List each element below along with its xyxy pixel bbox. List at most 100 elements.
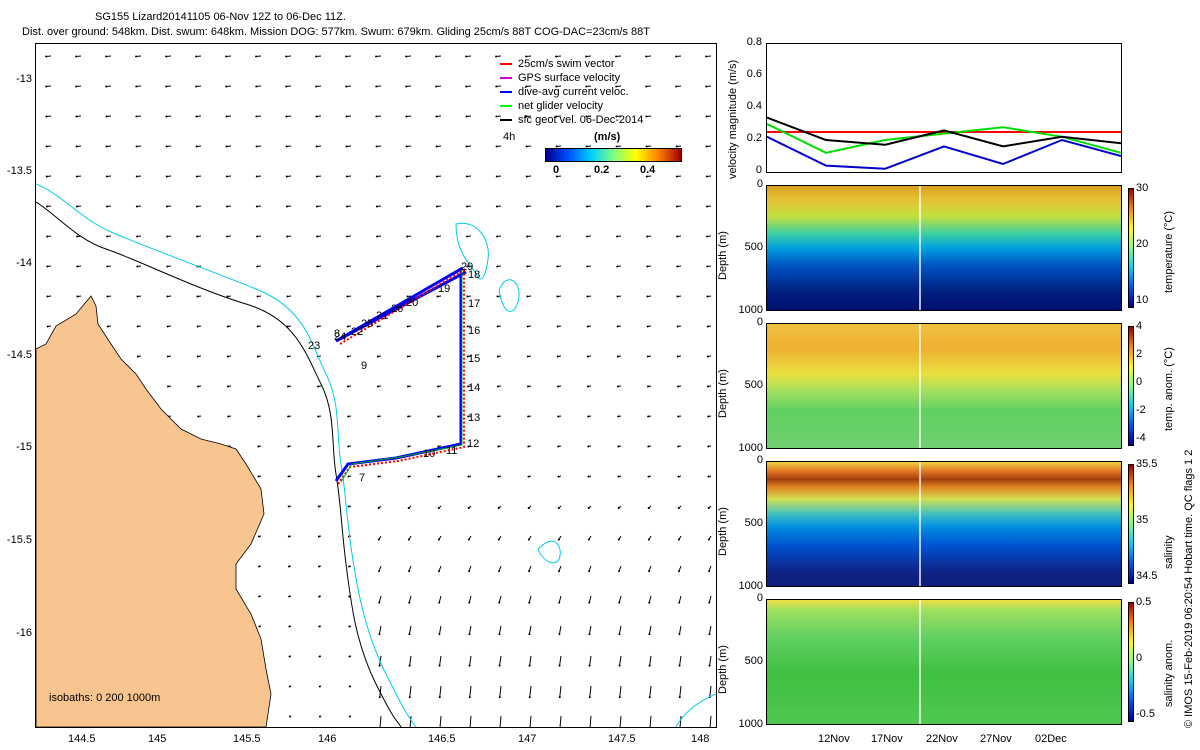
current-arrow-head [315,175,318,178]
colorbar-title: (m/s) [594,131,621,143]
current-arrow-head [106,235,109,238]
current-arrow-head [256,235,259,238]
current-arrow-head [495,145,498,148]
day-label: 20 [406,297,418,309]
current-arrow [439,685,442,698]
current-arrow-head [407,385,410,388]
day-label: 23 [308,340,320,352]
current-arrow-head [135,175,138,178]
current-arrow-head [227,385,230,388]
depth-ytick: 500 [744,379,763,391]
current-arrow-head [165,55,168,58]
series-line [767,116,1121,148]
current-arrow-head [558,664,561,667]
current-arrow-head [528,664,531,667]
current-arrow-head [615,55,618,58]
legend-label: dive-avg current veloc. [518,86,629,98]
current-arrow-head [465,145,468,148]
lon-tick-label: 145.5 [233,733,261,745]
lon-tick-label: 147 [518,733,537,745]
current-arrow-head [317,505,320,508]
current-arrow [469,685,472,698]
current-arrow-head [378,601,381,604]
map-panel: 7 8 9 10 11 12 13 14 15 16 17 18 19 20 21 22 23 24 25 26 29 [35,43,717,728]
current-arrow-head [648,633,651,636]
current-arrow-head [225,175,228,178]
current-arrow-head [646,235,649,238]
current-arrow-head [498,633,501,636]
current-arrow-head [585,115,588,118]
current-arrow-head [527,507,530,510]
legend-row: dive-avg current veloc. [500,86,710,100]
current-arrow-head [678,601,681,604]
current-arrow-head [408,601,411,604]
current-arrow-head [675,115,678,118]
current-arrow-head [706,355,709,358]
current-arrow-head [258,625,261,628]
current-arrow [438,625,442,635]
colorbar-label: salinity [1163,535,1175,569]
current-arrow-head [45,55,48,58]
current-arrow-head [316,235,319,238]
current-arrow-head [647,445,650,448]
current-arrow-head [436,235,439,238]
current-arrow-head [557,385,560,388]
current-arrow-head [348,715,351,718]
current-arrow [709,685,712,698]
current-arrow-head [438,601,441,604]
current-arrow [679,655,682,666]
current-arrow-head [258,595,261,598]
current-arrow-head [225,205,228,208]
time-tick-label: 12Nov [818,733,850,745]
current-arrow-head [555,145,558,148]
current-arrow-head [136,325,139,328]
legend-label: sfc geot vel. 06-Dec-2014 [518,114,644,126]
current-arrow-head [45,145,48,148]
current-arrow-head [555,115,558,118]
current-arrow-head [648,570,651,573]
time-label: 4h [503,131,516,143]
day-label: 9 [361,360,367,372]
current-arrow-head [496,265,499,268]
current-arrow-head [196,235,199,238]
current-arrow-head [706,295,709,298]
current-arrow-head [347,445,350,448]
current-arrow-head [135,115,138,118]
current-arrow-head [437,507,440,510]
lon-tick-label: 146 [318,733,337,745]
current-arrow-head [678,696,681,699]
current-arrow-head [468,601,471,604]
current-arrow [649,655,652,666]
current-arrow-head [558,633,561,636]
current-arrow-head [315,145,318,148]
current-arrow [708,625,712,635]
current-arrow-head [647,538,650,541]
current-arrow-head [708,570,711,573]
current-arrow-head [166,235,169,238]
heatmap-panel [766,185,1122,311]
current-arrow-head [345,145,348,148]
current-arrow-head [105,145,108,148]
current-arrow [618,625,622,635]
current-arrow-head [166,265,169,268]
coast-east-line [675,693,716,727]
current-arrow-head [167,385,170,388]
current-arrow-head [348,685,351,688]
current-arrow-head [45,115,48,118]
current-arrow-head [557,445,560,448]
current-arrow-head [345,85,348,88]
depth-ylabel: Depth (m) [717,369,729,418]
current-arrow [378,625,382,635]
current-arrow-head [435,145,438,148]
colorbar-label: temperature (°C) [1163,210,1175,293]
day-label: 24 [334,331,346,343]
day-label: 11 [446,445,457,457]
current-arrow-head [195,85,198,88]
colorbar-tick-2: 0.4 [640,164,656,176]
day-label: 17 [468,298,480,310]
map-svg: 7 8 9 10 11 12 13 14 15 16 17 18 19 20 21 22 23 24 25 26 29 [36,55,716,727]
current-arrow-head [318,715,321,718]
current-arrow-head [75,85,78,88]
current-arrow-head [346,295,349,298]
current-arrow-head [257,415,260,418]
